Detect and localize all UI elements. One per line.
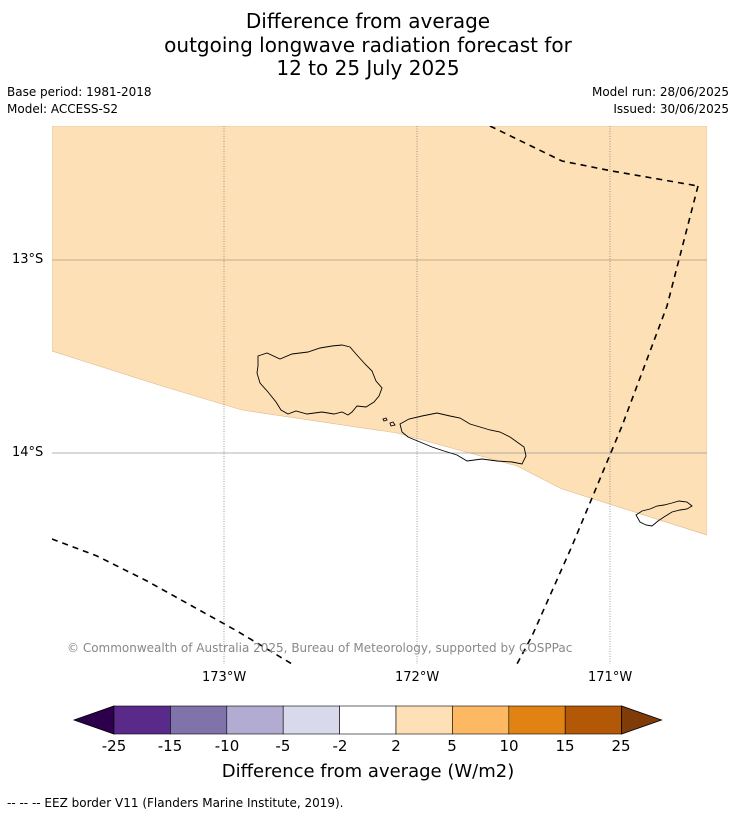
colorbar-segment xyxy=(395,705,453,735)
colorbar-segment xyxy=(226,705,284,735)
colorbar-tick: -25 xyxy=(101,737,127,755)
colorbar-segment xyxy=(339,705,397,735)
eez-legend: -- -- -- EEZ border V11 (Flanders Marine… xyxy=(7,796,344,810)
anomaly-region xyxy=(52,126,707,536)
islet-2 xyxy=(389,421,396,427)
islet-1 xyxy=(382,417,388,422)
colorbar-tick: -2 xyxy=(332,737,348,755)
lon-label-173w: 173°W xyxy=(202,670,247,685)
island-upolu xyxy=(399,412,527,465)
model-name: Model: ACCESS-S2 xyxy=(7,102,119,116)
lat-label-13s: 13°S xyxy=(12,252,44,267)
colorbar-tick: -10 xyxy=(214,737,240,755)
title-line-2: outgoing longwave radiation forecast for xyxy=(164,33,572,57)
meta-right: Model run: 28/06/2025 Issued: 30/06/2025 xyxy=(592,84,729,118)
colorbar-tick: 2 xyxy=(391,737,401,755)
colorbar-extend-min xyxy=(72,705,115,735)
issued-date: Issued: 30/06/2025 xyxy=(613,102,729,116)
colorbar-segment xyxy=(452,705,510,735)
copyright-notice: © Commonwealth of Australia 2025, Bureau… xyxy=(67,641,573,655)
eez-border-east xyxy=(516,185,699,664)
title-line-1: Difference from average xyxy=(245,9,491,33)
colorbar-segment xyxy=(113,705,171,735)
base-period: Base period: 1981-2018 xyxy=(7,85,152,99)
colorbar-tick: -15 xyxy=(157,737,183,755)
colorbar xyxy=(72,705,663,735)
lon-label-172w: 172°W xyxy=(395,670,440,685)
map xyxy=(52,126,707,664)
colorbar-tick: 5 xyxy=(447,737,457,755)
coastlines xyxy=(256,344,693,527)
gridlines xyxy=(52,126,707,664)
island-tutuila xyxy=(635,500,693,527)
colorbar-segment xyxy=(282,705,340,735)
colorbar-tick: -5 xyxy=(275,737,291,755)
colorbar-segment xyxy=(508,705,566,735)
lon-label-171w: 171°W xyxy=(588,670,633,685)
lat-label-14s: 14°S xyxy=(12,445,44,460)
colorbar-segment xyxy=(564,705,622,735)
model-run: Model run: 28/06/2025 xyxy=(591,85,729,99)
colorbar-extend-max xyxy=(621,705,663,735)
island-savaii xyxy=(256,344,383,416)
meta-left: Base period: 1981-2018 Model: ACCESS-S2 xyxy=(7,84,152,118)
colorbar-tick: 25 xyxy=(611,737,631,755)
colorbar-segment xyxy=(170,705,228,735)
title-line-3: 12 to 25 July 2025 xyxy=(276,56,460,80)
colorbar-tick: 10 xyxy=(499,737,519,755)
colorbar-label: Difference from average (W/m2) xyxy=(221,761,515,782)
eez-borders xyxy=(52,126,699,664)
colorbar-tick: 15 xyxy=(555,737,575,755)
